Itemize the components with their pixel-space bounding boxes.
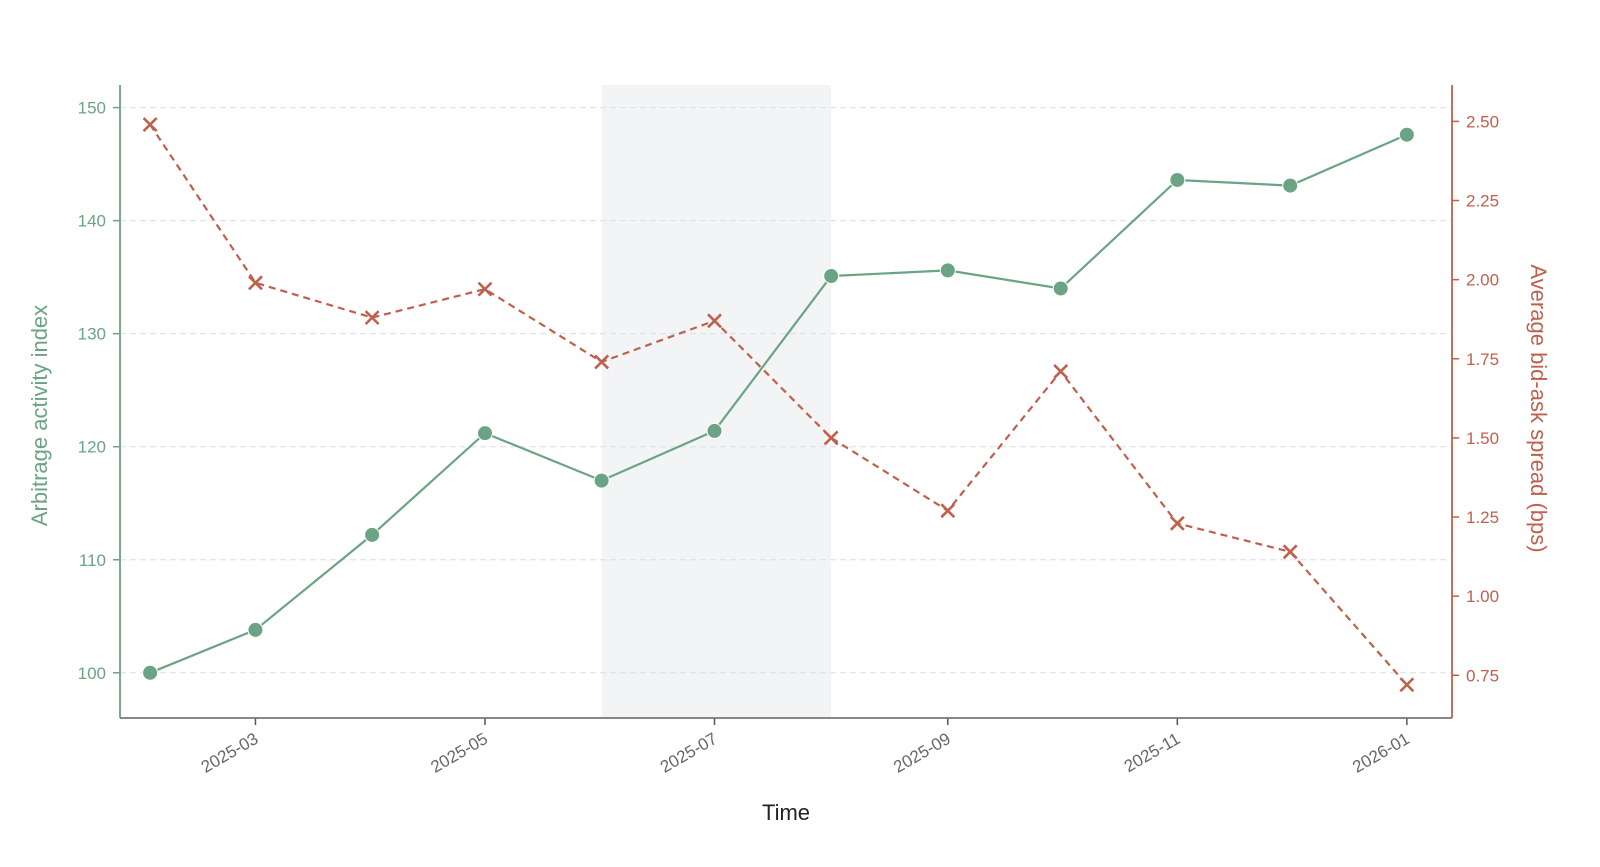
x-tick-label: 2025-09	[890, 729, 954, 777]
right-tick-label: 2.50	[1466, 112, 1499, 131]
series-layer	[142, 117, 1415, 693]
right-tick-label: 1.50	[1466, 429, 1499, 448]
left-tick-label: 110	[79, 551, 106, 570]
spread-marker-stroke	[248, 275, 263, 291]
spread-point	[1169, 515, 1185, 531]
spread-marker-stroke	[1053, 364, 1069, 379]
spread-line	[149, 123, 1408, 686]
x-tick-label: 2025-07	[657, 729, 721, 777]
left-tick-label: 130	[78, 325, 106, 344]
spread-point	[823, 430, 839, 446]
spread-marker-stroke	[823, 430, 839, 446]
right-tick-label: 1.25	[1466, 508, 1499, 527]
activity-index-point	[247, 621, 264, 638]
spread-point	[477, 281, 493, 297]
right-tick-label: 0.75	[1466, 666, 1499, 685]
activity-index-point	[364, 526, 381, 543]
spread-marker-stroke	[1399, 677, 1415, 693]
activity-index-point	[1052, 280, 1069, 297]
x-tick-label: 2025-03	[198, 729, 262, 777]
spread-marker-stroke	[364, 310, 380, 326]
spread-point	[1053, 364, 1069, 379]
activity-index-point	[1282, 177, 1299, 194]
spread-point	[142, 117, 158, 132]
activity-index-point	[593, 472, 610, 489]
right-tick-label: 2.25	[1466, 192, 1499, 211]
left-axis-title: Arbitrage activity index	[27, 305, 52, 526]
right-tick-label: 1.75	[1466, 350, 1499, 369]
spread-marker-stroke	[594, 354, 610, 370]
spread-marker-stroke	[1169, 515, 1185, 531]
shaded-period-layer	[601, 85, 832, 718]
right-axis-title: Average bid-ask spread (bps)	[1526, 264, 1551, 552]
activity-index-line	[149, 133, 1408, 674]
left-tick-label: 100	[78, 664, 106, 683]
right-tick-label: 1.00	[1466, 587, 1499, 606]
activity-index-point	[1398, 126, 1415, 143]
activity-index-point	[476, 425, 493, 442]
activity-index-point	[142, 664, 159, 681]
activity-index-point	[823, 268, 840, 285]
activity-index-point	[1169, 171, 1186, 188]
right-tick-label: 2.00	[1466, 271, 1499, 290]
x-axis-title: Time	[762, 800, 810, 825]
spread-marker-stroke	[477, 281, 493, 297]
spread-marker-stroke	[940, 503, 956, 519]
left-tick-label: 140	[78, 212, 106, 231]
spread-point	[364, 310, 380, 326]
activity-index-point	[706, 422, 723, 439]
spread-point	[1399, 677, 1415, 693]
spread-point	[594, 354, 610, 370]
x-tick-label: 2025-05	[427, 729, 491, 777]
spread-marker-stroke	[707, 313, 722, 329]
spread-point	[940, 503, 956, 519]
left-tick-label: 150	[78, 99, 106, 118]
activity-index-point	[939, 262, 956, 279]
spread-point	[707, 313, 722, 329]
spread-marker-stroke	[142, 117, 158, 132]
spread-point	[248, 275, 263, 291]
left-tick-label: 120	[78, 438, 106, 457]
spread-point	[1282, 544, 1298, 560]
spread-marker-stroke	[1282, 544, 1298, 560]
x-tick-label: 2026-01	[1349, 729, 1413, 777]
x-tick-label: 2025-11	[1121, 729, 1183, 776]
shaded-period	[601, 85, 832, 718]
